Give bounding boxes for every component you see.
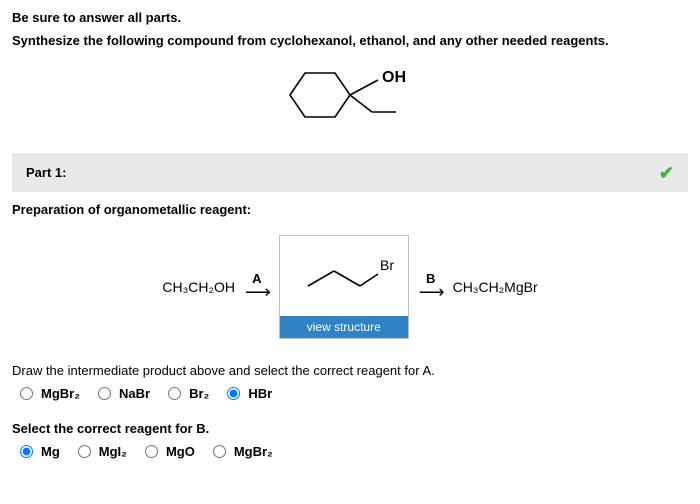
radio-a-br2[interactable] — [168, 387, 181, 400]
part-label: Part 1: — [26, 165, 66, 180]
radio-a-nabr[interactable] — [98, 387, 111, 400]
choices-a: MgBr₂ NaBr Br₂ HBr — [12, 386, 688, 401]
instruction-text: Be sure to answer all parts. — [12, 10, 688, 25]
target-structure: OH — [12, 60, 688, 133]
intermediate-box: Br view structure — [279, 235, 409, 339]
label-b-mgo: MgO — [166, 444, 195, 459]
subhead: Preparation of organometallic reagent: — [12, 202, 688, 217]
radio-b-mg[interactable] — [20, 445, 33, 458]
check-icon: ✔ — [659, 163, 674, 184]
ethyl-bond-2 — [334, 271, 360, 286]
part-header: Part 1: ✔ — [12, 153, 688, 192]
ethyl-bond-1 — [308, 271, 334, 286]
choice-b-mgo[interactable]: MgO — [145, 444, 195, 459]
bond-oh — [350, 80, 378, 95]
choice-b-mgbr2[interactable]: MgBr₂ — [213, 444, 273, 459]
label-a-hbr: HBr — [248, 386, 272, 401]
choice-a-br2[interactable]: Br₂ — [168, 386, 209, 401]
view-structure-button[interactable]: view structure — [280, 316, 408, 338]
prompt-b: Select the correct reagent for B. — [12, 421, 688, 436]
radio-a-mgbr2[interactable] — [20, 387, 33, 400]
radio-b-mgbr2[interactable] — [213, 445, 226, 458]
radio-b-mgo[interactable] — [145, 445, 158, 458]
intermediate-structure: Br — [280, 236, 408, 316]
label-a-mgbr2: MgBr₂ — [41, 386, 80, 401]
label-a-br2: Br₂ — [189, 386, 209, 401]
label-b-mg: Mg — [41, 444, 60, 459]
ethyl-bromide-svg: Br — [280, 236, 408, 314]
product: CH₃CH₂MgBr — [453, 279, 538, 295]
cyclohexane-ring — [290, 73, 350, 117]
arrow-b: B ⟶ — [419, 271, 443, 303]
choice-b-mg[interactable]: Mg — [20, 444, 60, 459]
question-text: Synthesize the following compound from c… — [12, 33, 688, 48]
arrow-b-glyph: ⟶ — [419, 282, 443, 303]
br-label: Br — [380, 257, 394, 273]
radio-b-mgi2[interactable] — [78, 445, 91, 458]
oh-label: OH — [382, 69, 406, 86]
bond-ethyl-1 — [350, 95, 372, 112]
arrow-a: A ⟶ — [245, 271, 269, 303]
prompt-a: Draw the intermediate product above and … — [12, 363, 688, 378]
label-b-mgbr2: MgBr₂ — [234, 444, 273, 459]
choice-b-mgi2[interactable]: MgI₂ — [78, 444, 127, 459]
choices-b: Mg MgI₂ MgO MgBr₂ — [12, 444, 688, 459]
label-a-nabr: NaBr — [119, 386, 150, 401]
bond-br — [360, 274, 378, 286]
radio-a-hbr[interactable] — [227, 387, 240, 400]
start-material: CH₃CH₂OH — [162, 279, 235, 295]
reaction-scheme: CH₃CH₂OH A ⟶ Br view structure B ⟶ CH₃CH… — [12, 235, 688, 339]
arrow-a-glyph: ⟶ — [245, 282, 269, 303]
choice-a-hbr[interactable]: HBr — [227, 386, 272, 401]
target-molecule-svg: OH — [270, 60, 430, 130]
label-b-mgi2: MgI₂ — [99, 444, 127, 459]
choice-a-mgbr2[interactable]: MgBr₂ — [20, 386, 80, 401]
choice-a-nabr[interactable]: NaBr — [98, 386, 150, 401]
